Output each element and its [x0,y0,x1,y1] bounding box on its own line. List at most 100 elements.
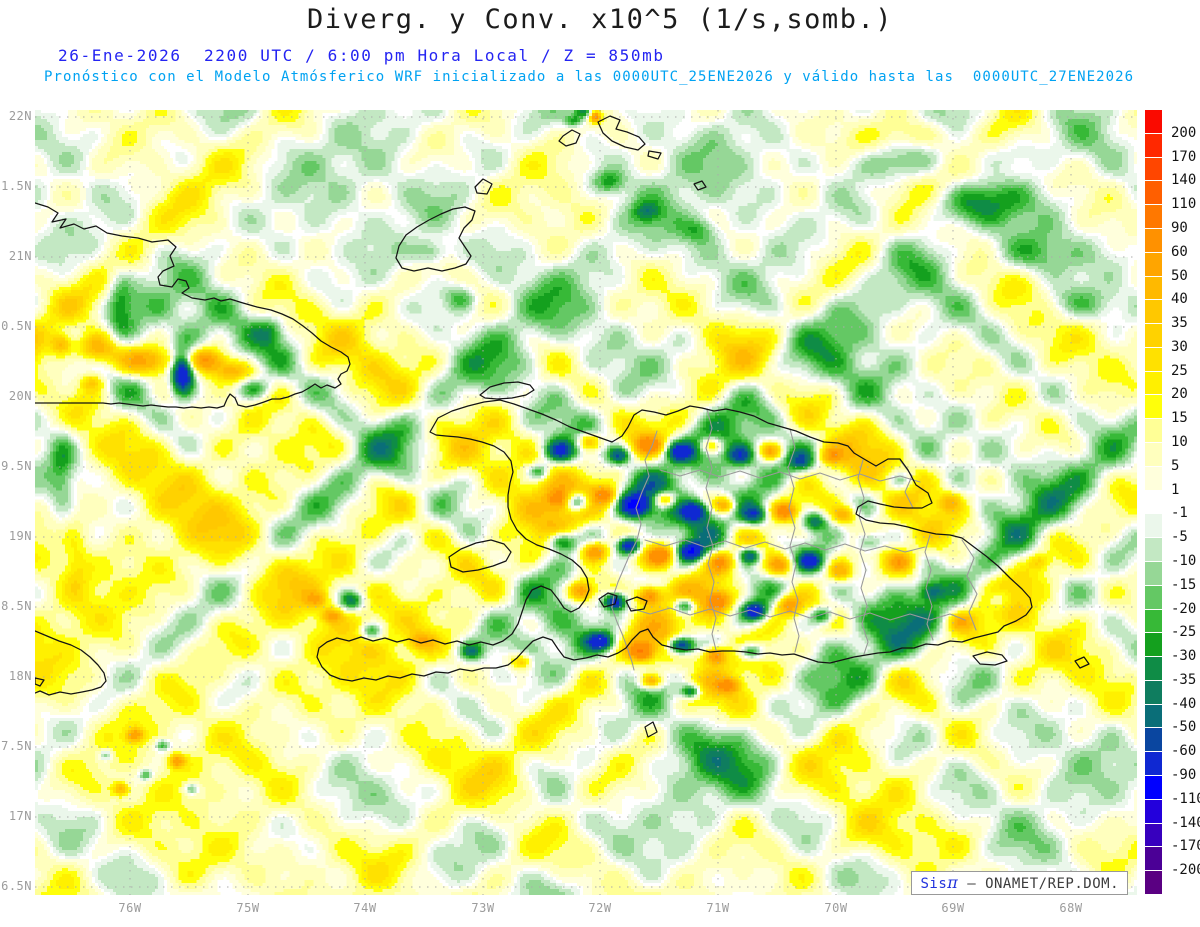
colorbar-label: 25 [1171,363,1188,379]
y-axis-label: 6.5N [1,879,32,893]
colorbar-label: 110 [1171,196,1197,212]
colorbar-segment [1145,300,1162,323]
province-border [961,539,978,631]
y-axis-label: 20N [8,389,32,403]
colorbar-segment [1145,229,1162,252]
colorbar-label: 10 [1171,434,1188,450]
colorbar-segment [1145,491,1162,513]
colorbar-segment [1145,372,1162,394]
province-border [705,408,717,651]
colorbar-segment [1145,253,1162,276]
colorbar-label: -140 [1171,815,1200,831]
y-axis-label: 21N [8,249,32,263]
colorbar-label: 30 [1171,339,1188,355]
province-border [659,469,921,483]
x-axis-label: 72W [588,901,612,915]
y-axis-label: 17N [8,809,32,823]
colorbar-segment [1145,348,1162,371]
colorbar-label: 170 [1171,149,1197,165]
colorbar-label: -200 [1171,862,1200,878]
province-border [924,534,934,641]
colorbar-label: -110 [1171,791,1200,807]
colorbar-segment [1145,110,1162,133]
y-axis-label: 8.5N [1,599,32,613]
province-border [857,459,869,655]
x-axis-label: 70W [824,901,848,915]
colorbar-segment [1145,277,1162,299]
colorbar-segment [1145,158,1162,180]
colorbar-label: 20 [1171,386,1188,402]
colorbar-segment [1145,681,1162,704]
x-axis-label: 71W [706,901,730,915]
coastline-tortue [479,381,535,400]
coastline-mona [1074,656,1090,669]
province-border [629,607,966,621]
x-axis-label: 73W [471,901,495,915]
colorbar-segment [1145,705,1162,727]
x-axis-label: 68W [1059,901,1083,915]
y-axis-label: 9.5N [1,459,32,473]
colorbar-label: 15 [1171,410,1188,426]
colorbar-label: -1 [1171,505,1188,521]
coastline-gonave [448,539,512,573]
coastline-cuba [35,202,351,409]
colorbar-segment [1145,395,1162,418]
colorbar-segment [1145,538,1162,561]
x-axis-label: 75W [236,901,260,915]
x-axis-label: 69W [941,901,965,915]
pi-symbol: π [947,873,959,892]
colorbar-segment [1145,728,1162,751]
colorbar-segment [1145,443,1162,466]
colorbar-label: -25 [1171,624,1197,640]
coastline-caicos_1 [597,115,646,151]
y-axis-label: 18N [8,669,32,683]
attribution-box: Sisπ – ONAMET/REP.DOM. [911,871,1128,895]
colorbar-segment [1145,610,1162,632]
y-axis-label: 22N [8,109,32,123]
y-axis-label: 1.5N [1,179,32,193]
colorbar-label: -5 [1171,529,1188,545]
colorbar-label: -50 [1171,719,1197,735]
colorbar-label: -40 [1171,696,1197,712]
colorbar-label: -10 [1171,553,1197,569]
colorbar-label: 50 [1171,268,1188,284]
colorbar-segment [1145,514,1162,537]
colorbar-label: -15 [1171,577,1197,593]
colorbar-label: 60 [1171,244,1188,260]
colorbar-label: 1 [1171,482,1180,498]
coastline-grand_turk [693,180,707,191]
colorbar-label: -20 [1171,601,1197,617]
colorbar-segment [1145,633,1162,656]
colorbar-label: 90 [1171,220,1188,236]
colorbar-segment [1145,657,1162,680]
colorbar-segment [1145,752,1162,775]
coastline-lake_2 [625,596,648,612]
colorbar-segment [1145,871,1162,894]
coastline-jamaica [35,630,107,696]
colorbar-label: -35 [1171,672,1197,688]
coastline-caicos_2 [558,129,581,147]
y-axis-label: 19N [8,529,32,543]
province-border [787,428,800,653]
province-border [611,430,658,671]
colorbar-segment [1145,181,1162,204]
chart-model-line: Pronóstico con el Modelo Atmósferico WRF… [44,69,1135,85]
map-area: Sisπ – ONAMET/REP.DOM. [35,110,1137,895]
sispi-brand-label: Sis [920,876,948,892]
colorbar-segment [1145,776,1162,799]
colorbar-label: -90 [1171,767,1197,783]
colorbar-label: 35 [1171,315,1188,331]
coastline-little_inagua [474,178,493,195]
y-axis-label: 0.5N [1,319,32,333]
colorbar: 200 170 140 110 90 60 50 40 35 30 25 20 15 10 5 1 -1 -5 -1… [1145,110,1200,900]
coastline-caicos_3 [647,150,662,160]
attribution-text: – ONAMET/REP.DOM. [958,876,1119,892]
coastline-great_inagua [395,206,476,272]
province-border [644,539,926,553]
colorbar-label: -60 [1171,743,1197,759]
coastline-lake_1 [598,592,618,608]
colorbar-segment [1145,847,1162,870]
colorbar-label: 40 [1171,291,1188,307]
colorbar-segment [1145,324,1162,347]
chart-title: Diverg. y Conv. x10^5 (1/s,somb.) [307,4,893,35]
